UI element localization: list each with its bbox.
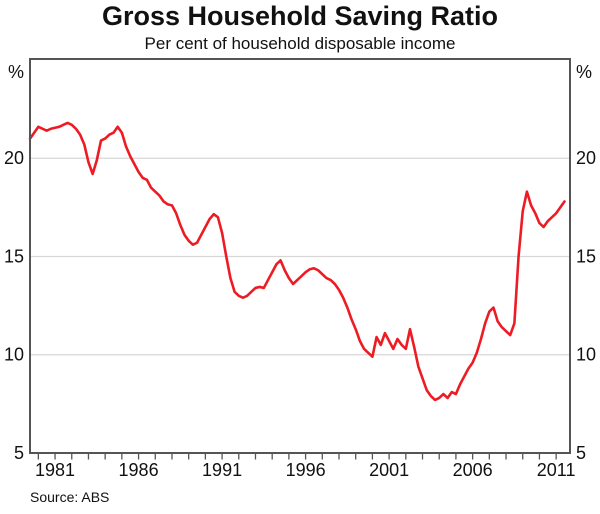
y-axis-label-right-15: 15 bbox=[576, 246, 596, 266]
y-axis-label-left-20: 20 bbox=[4, 148, 24, 168]
y-axis-unit-left: % bbox=[8, 62, 24, 82]
x-axis-label-2011: 2011 bbox=[537, 460, 576, 480]
y-axis-label-right-10: 10 bbox=[576, 345, 596, 365]
source-note: Source: ABS bbox=[30, 489, 110, 505]
x-axis-label-1986: 1986 bbox=[119, 460, 159, 480]
x-axis-label-2006: 2006 bbox=[453, 460, 493, 480]
plot-border bbox=[29, 58, 571, 454]
x-axis-label-2001: 2001 bbox=[369, 460, 409, 480]
y-axis-label-right-5: 5 bbox=[576, 443, 586, 463]
y-axis-label-right-20: 20 bbox=[576, 148, 596, 168]
y-axis-label-left-5: 5 bbox=[14, 443, 24, 463]
chart-title: Gross Household Saving Ratio bbox=[101, 1, 499, 31]
x-axis-label-1981: 1981 bbox=[35, 460, 75, 480]
y-axis-label-left-10: 10 bbox=[4, 345, 24, 365]
y-axis-label-left-15: 15 bbox=[4, 246, 24, 266]
saving-ratio-line bbox=[28, 121, 566, 402]
x-axis-label-1991: 1991 bbox=[202, 460, 242, 480]
y-axis-unit-right: % bbox=[576, 62, 592, 82]
x-axis-label-1996: 1996 bbox=[286, 460, 326, 480]
chart-subtitle: Per cent of household disposable income bbox=[144, 34, 456, 53]
